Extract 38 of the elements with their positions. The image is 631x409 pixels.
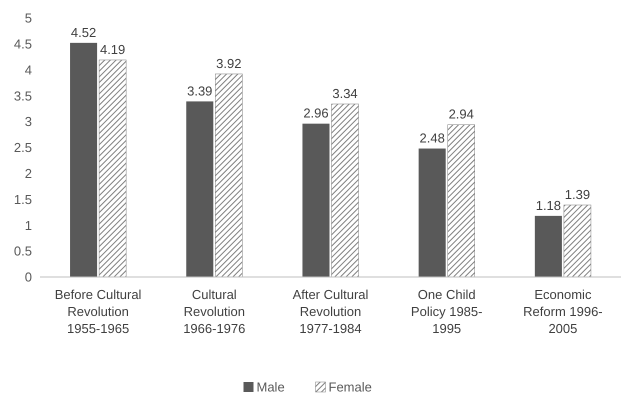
bar: [564, 204, 592, 278]
data-label: 4.19: [100, 42, 126, 57]
bar: [534, 216, 562, 277]
bar: [447, 124, 475, 278]
bar: [331, 104, 359, 278]
y-tick-label: 0.5: [14, 244, 32, 259]
x-tick-label: Before Cultural Revolution 1955-1965: [54, 287, 142, 336]
y-tick-label: 1: [24, 218, 32, 233]
y-tick-label: 2: [24, 166, 32, 181]
data-label: 2.94: [448, 106, 474, 122]
y-tick-label: 5: [24, 10, 32, 26]
data-label: 1.18: [536, 198, 562, 213]
data-label: 2.96: [303, 106, 329, 121]
data-label: 4.52: [70, 24, 96, 40]
y-tick-label: 1.5: [14, 192, 32, 207]
x-tick-label: After Cultural Revolution 1977-1984: [292, 287, 369, 336]
data-label: 1.39: [564, 187, 590, 202]
y-tick-label: 2.5: [14, 140, 32, 156]
data-label: 2.48: [420, 130, 445, 146]
x-tick-label: Cultural Revolution 1966-1976: [183, 287, 246, 336]
x-tick-label: Economic Reform 1996- 2005: [523, 287, 603, 336]
bar: [302, 124, 330, 277]
y-tick-label: 3: [24, 114, 32, 130]
legend-label: Female: [328, 380, 372, 395]
x-tick-label: One Child Policy 1985- 1995: [410, 287, 482, 336]
y-tick-label: 4.5: [14, 36, 32, 52]
bar: [418, 148, 446, 277]
y-tick-label: 3.5: [14, 88, 32, 104]
data-label: 3.34: [332, 86, 358, 101]
legend-label: Male: [256, 380, 285, 395]
bar: [70, 42, 98, 277]
data-label: 3.92: [216, 56, 242, 71]
bar: [186, 101, 214, 277]
bar: [98, 60, 126, 278]
bar: [215, 74, 243, 278]
data-label: 3.39: [187, 83, 212, 98]
y-tick-label: 4: [24, 62, 32, 78]
y-tick-label: 0: [24, 270, 32, 285]
